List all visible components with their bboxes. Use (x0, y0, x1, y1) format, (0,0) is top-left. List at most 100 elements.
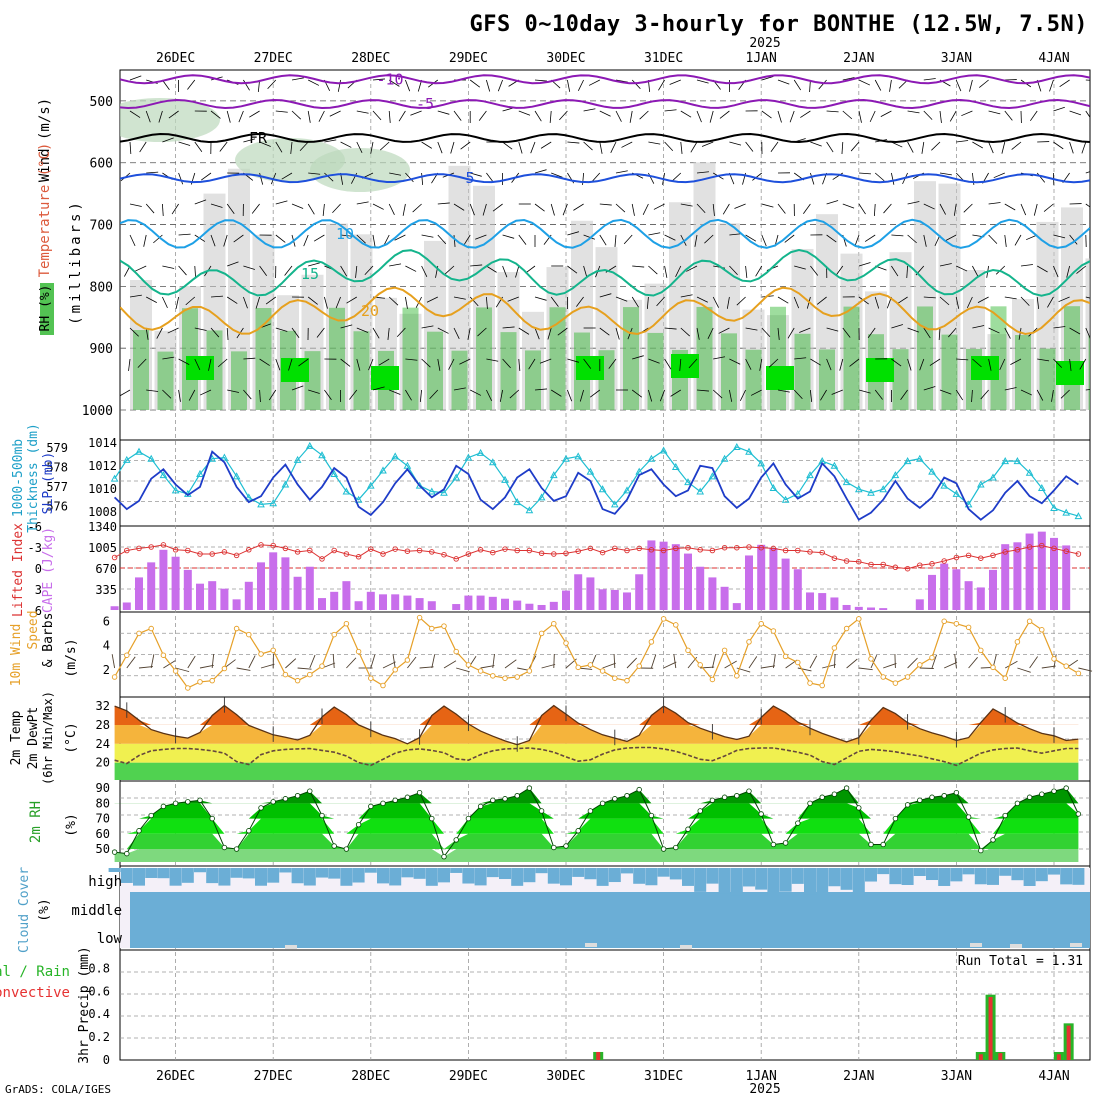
rh-shade-green (1064, 306, 1080, 410)
cloud-high-bar (645, 868, 658, 886)
pressure-tick: 700 (90, 219, 113, 234)
wind-barb (907, 234, 917, 244)
li-point (538, 550, 545, 557)
wind-barb (648, 232, 661, 236)
rh-point (575, 828, 581, 834)
rh-point (685, 826, 691, 832)
rh-point (978, 847, 984, 854)
li-point (831, 555, 838, 561)
label-barbs: & Barbs (41, 613, 56, 668)
thickness-point (147, 454, 156, 462)
li-point (331, 547, 337, 554)
cloud-high-bar (547, 868, 560, 884)
cape-bar (574, 574, 583, 610)
rh-shade-green (1015, 335, 1031, 410)
wind-barb (421, 172, 424, 185)
wind-tick: 4 (103, 639, 110, 653)
wind-barb (448, 358, 455, 370)
wind-barb (1018, 327, 1022, 340)
wind-barb (745, 234, 757, 242)
thickness-point (586, 467, 595, 475)
rh-point (868, 841, 874, 848)
wind-barb-10m (297, 667, 312, 670)
wind-barb (275, 327, 288, 332)
rh-point (502, 796, 508, 802)
wind-barb (405, 296, 408, 309)
rh-tick: 90 (96, 781, 110, 795)
wind-barb-10m (1078, 667, 1093, 672)
chart-marks: 26DEC 26DEC 27DEC 27DEC 28DEC 28DEC 29DEC 29DEC… (28, 51, 1093, 1084)
wind-speed-point (807, 680, 813, 686)
wind-barb (789, 110, 795, 123)
wind-barb (1036, 172, 1046, 183)
thickness-point (940, 481, 949, 489)
wind-speed-point (197, 679, 203, 685)
wind-barb (631, 389, 643, 398)
label-temperature: Temperature (°C) (37, 143, 53, 278)
wind-barb (550, 389, 562, 397)
wind-speed-point (246, 631, 252, 638)
wind-barb (187, 79, 196, 90)
cape-bar (806, 592, 814, 610)
thickness-point (867, 488, 875, 496)
wind-barb (194, 199, 207, 205)
thickness-point (232, 472, 241, 480)
wind-barb (923, 78, 936, 81)
wind-barb (388, 79, 400, 87)
precip-tick: 0 (103, 1053, 110, 1067)
wind-barb (437, 110, 450, 115)
wind-barb (507, 296, 519, 302)
rh-point (1063, 785, 1069, 791)
cape-bar (830, 597, 839, 610)
wind-barb (502, 141, 513, 150)
wind-speed-point (172, 668, 179, 674)
label-cloud-cover: Cloud Cover (17, 867, 32, 953)
wind-barb (550, 203, 555, 216)
wind-barb (1004, 110, 1013, 121)
li-point (721, 544, 728, 551)
rh-point (185, 799, 191, 805)
wind-barb (421, 325, 434, 329)
wind-speed-point (221, 665, 228, 672)
wind-speed-point (697, 662, 703, 668)
thickness-point (281, 480, 290, 488)
wind-barb (502, 265, 508, 278)
wind-barb (659, 389, 665, 402)
wind-barb (129, 327, 139, 337)
cloud-high-bar (486, 868, 499, 878)
rh-shade-gray (252, 234, 275, 410)
wind-barb (162, 296, 168, 309)
wind-barb-10m (858, 667, 873, 671)
cape-bar (196, 583, 204, 610)
wind-barb (370, 141, 374, 154)
temp-band-fill (114, 743, 1079, 763)
rh-shade-green (721, 333, 737, 410)
wind-barb-10m (663, 661, 677, 669)
wind-barb (615, 327, 620, 340)
li-tick: -3 (28, 541, 42, 555)
wind-barb (1020, 389, 1033, 396)
wind-barb (777, 203, 786, 214)
wind-barb (324, 172, 334, 182)
wind-barb (178, 141, 191, 146)
precip-convective-bar (988, 996, 993, 1060)
pressure-tick: 1000 (82, 404, 113, 419)
wind-barb (841, 141, 844, 154)
wind-barb (948, 327, 957, 338)
cape-bar (110, 606, 119, 610)
cloud-high-bar (743, 868, 755, 887)
rh-point (587, 808, 594, 814)
wind-barb (337, 79, 341, 92)
wind-barb (178, 389, 181, 402)
thickness-tick: 578 (46, 461, 68, 475)
wind-barb-10m (163, 660, 176, 669)
li-point (917, 562, 923, 568)
cloud-high-bar (755, 868, 768, 890)
date-label-bottom: 4JAN (1038, 1069, 1069, 1084)
wind-barb (939, 389, 952, 395)
wind-barb (858, 110, 862, 123)
date-label-top: 26DEC (156, 51, 195, 66)
rh-point (758, 811, 764, 817)
cape-bar (244, 581, 253, 610)
wind-speed-point (1026, 618, 1033, 625)
